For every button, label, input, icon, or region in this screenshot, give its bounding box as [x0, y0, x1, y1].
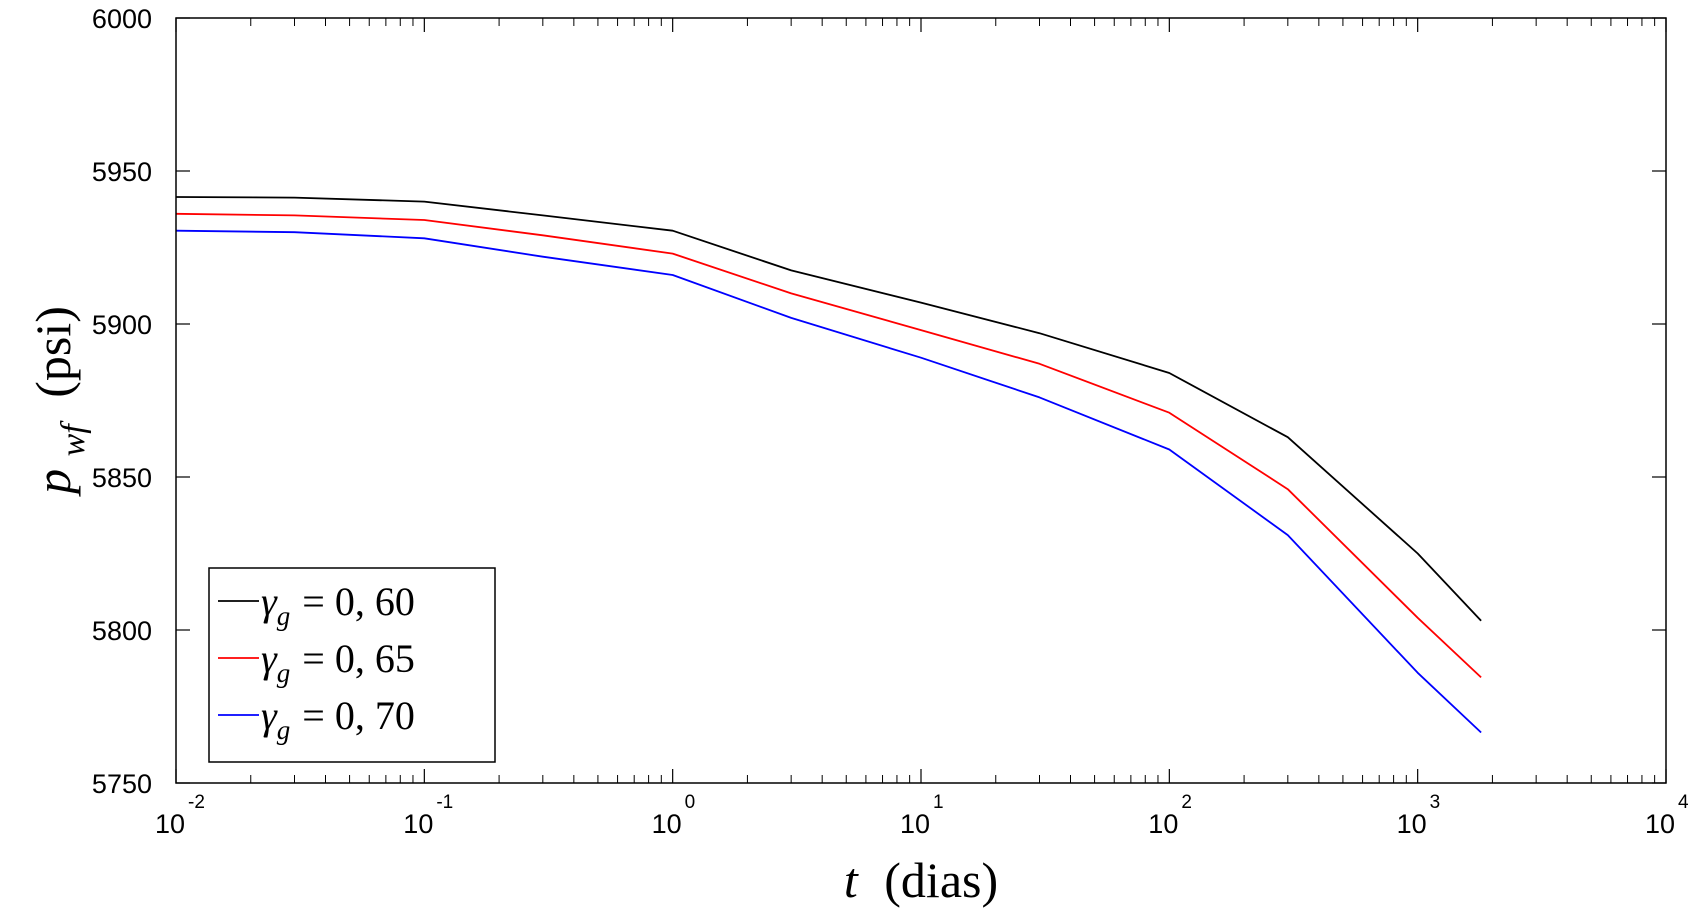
x-tick-base: 10 [1148, 809, 1178, 839]
y-axis-unit: (psi) [25, 306, 81, 398]
y-tick-label: 6000 [92, 4, 152, 34]
x-tick-base: 10 [403, 809, 433, 839]
y-tick-label: 5900 [92, 310, 152, 340]
x-tick-exponent: -1 [436, 792, 453, 813]
y-tick-labels: 5750 5800 5850 5900 5950 6000 [92, 4, 152, 799]
x-tick-label: 102 [1148, 792, 1192, 839]
x-tick-exponent: 4 [1678, 792, 1689, 813]
x-tick-base: 10 [652, 809, 682, 839]
x-tick-base: 10 [900, 809, 930, 839]
x-tick-label: 101 [900, 792, 944, 839]
legend-entry-3: γg = 0, 70 [218, 693, 415, 745]
y-tick-label: 5750 [92, 769, 152, 799]
y-axis-sub: wf [55, 420, 92, 457]
x-tick-label: 10-1 [403, 792, 453, 839]
series-line-2 [175, 212, 1482, 679]
x-tick-label: 10-2 [155, 792, 205, 839]
x-tick-base: 10 [1645, 809, 1675, 839]
x-axis-title: t (dias) [844, 852, 998, 908]
x-tick-base: 10 [155, 809, 185, 839]
series-line-1 [175, 196, 1482, 622]
plot-frame [175, 17, 1667, 784]
x-axis-var: t [844, 852, 859, 908]
legend-label: γg = 0, 60 [261, 579, 415, 631]
y-axis-title: p wf (psi) [25, 306, 95, 497]
series-layer [175, 196, 1482, 734]
y-axis-var: p [25, 469, 81, 497]
legend-label: γg = 0, 70 [261, 693, 415, 745]
x-tick-exponent: 2 [1181, 792, 1192, 813]
x-tick-exponent: 0 [685, 792, 696, 813]
y-tick-label: 5950 [92, 157, 152, 187]
legend-entry-2: γg = 0, 65 [218, 636, 415, 688]
legend-label: γg = 0, 65 [261, 636, 415, 688]
legend-entry-1: γg = 0, 60 [218, 579, 415, 631]
x-tick-base: 10 [1397, 809, 1427, 839]
x-tick-label: 103 [1397, 792, 1441, 839]
y-tick-label: 5800 [92, 616, 152, 646]
x-tick-exponent: 3 [1430, 792, 1441, 813]
y-tick-label: 5850 [92, 463, 152, 493]
x-tick-exponent: -2 [188, 792, 205, 813]
x-tick-label: 100 [652, 792, 696, 839]
x-tick-label: 104 [1645, 792, 1689, 839]
x-axis-unit: (dias) [884, 852, 998, 908]
x-tick-exponent: 1 [933, 792, 944, 813]
series-line-3 [175, 229, 1482, 734]
